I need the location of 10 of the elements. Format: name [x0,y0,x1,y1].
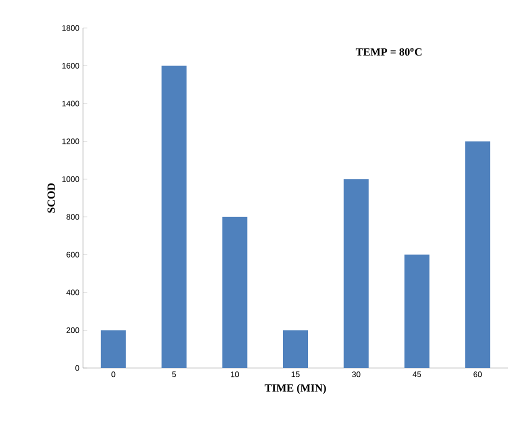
y-axis-title: SCOD [48,183,55,213]
x-axis-title: TIME (MIN) [264,384,326,394]
bar [283,330,308,368]
bar [222,216,248,368]
bar [404,254,430,368]
bar [100,330,126,368]
annotation: TEMP = 80$^{o}$C [356,48,422,56]
bar [465,141,490,368]
bar [344,179,369,368]
bar [162,66,187,368]
